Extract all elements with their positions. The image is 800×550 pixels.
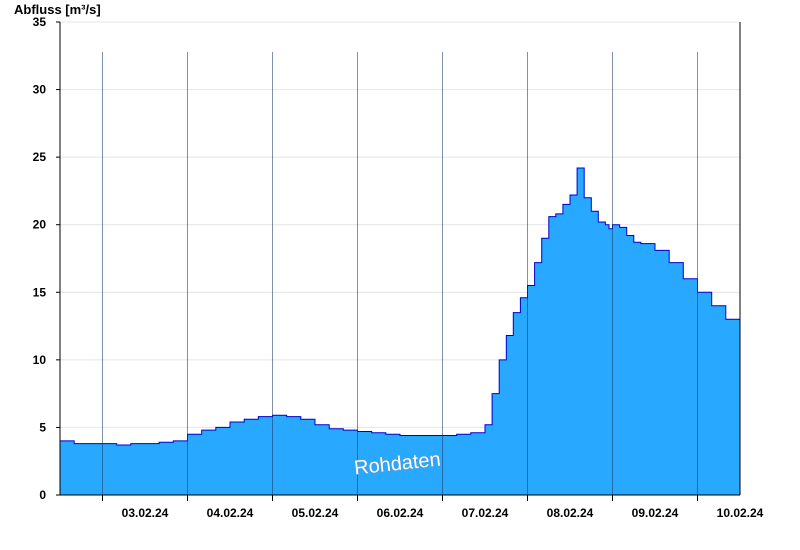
x-tick-label-7: 10.02.24: [717, 506, 764, 520]
y-tick-label-15: 15: [33, 285, 47, 299]
x-tick-label-4: 07.02.24: [462, 506, 509, 520]
x-tick-label-1: 04.02.24: [207, 506, 254, 520]
y-axis-label: Abfluss [m³/s]: [14, 2, 101, 17]
y-tick-label-0: 0: [39, 488, 46, 502]
y-tick-labels: 0 5 10 15 20 25 30 35: [33, 15, 60, 502]
y-tick-label-20: 20: [33, 218, 47, 232]
y-tick-label-35: 35: [33, 15, 47, 29]
axes: [59, 22, 741, 496]
x-tick-label-0: 03.02.24: [122, 506, 169, 520]
x-tick-label-2: 05.02.24: [292, 506, 339, 520]
y-tick-label-10: 10: [33, 353, 47, 367]
y-tick-label-25: 25: [33, 150, 47, 164]
y-tick-label-5: 5: [39, 420, 46, 434]
x-tick-labels: 03.02.24 04.02.24 05.02.24 06.02.24 07.02.24…: [102, 495, 764, 520]
discharge-line: [60, 167, 741, 446]
grid-lines: [60, 21, 740, 428]
x-tick-label-5: 08.02.24: [547, 506, 594, 520]
x-tick-label-3: 06.02.24: [377, 506, 424, 520]
x-tick-label-6: 09.02.24: [632, 506, 679, 520]
y-tick-label-30: 30: [33, 83, 47, 97]
day-separators: [102, 52, 698, 495]
discharge-area: [60, 168, 740, 495]
